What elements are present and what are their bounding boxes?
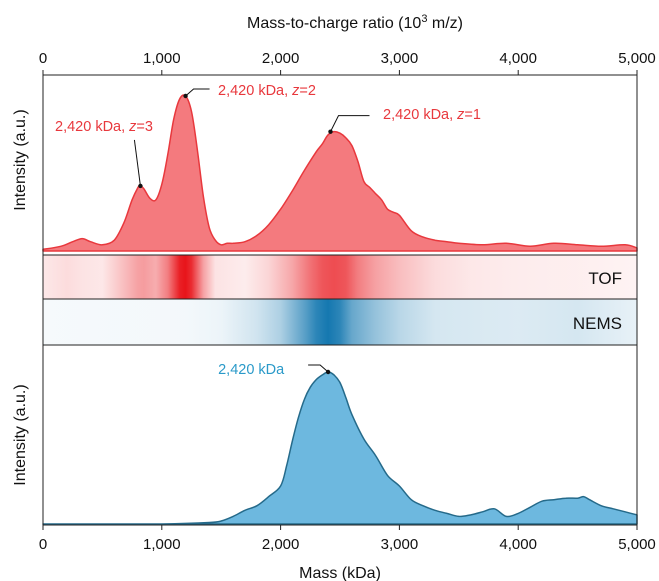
- tof-strip-label: TOF: [588, 269, 622, 288]
- top-axis-tick-label: 3,000: [381, 50, 419, 67]
- annotation-label: 2,420 kDa, z=3: [55, 119, 153, 135]
- bottom-axis-tick-label: 5,000: [618, 536, 656, 553]
- bottom-axis-tick-label: 3,000: [381, 536, 419, 553]
- annotation-leader: [133, 139, 141, 186]
- nems-spectrum-area: [42, 371, 638, 525]
- tof-ylabel: Intensity (a.u.): [12, 109, 29, 210]
- tof-spectrum-panel: [42, 74, 638, 256]
- annotation-leader: [185, 88, 210, 97]
- top-axis-label: Mass-to-charge ratio (103 m/z): [247, 13, 463, 32]
- annotation-leader: [308, 364, 329, 373]
- bottom-axis-label: Mass (kDa): [299, 565, 381, 581]
- top-axis-tick-label: 0: [39, 50, 47, 67]
- nems-heat-strip: [42, 298, 638, 346]
- peak-annotations: 2,420 kDa, z=3 2,420 kDa, z=2 2,420 kDa, z…: [55, 83, 481, 378]
- nems-strip-label: NEMS: [573, 314, 622, 333]
- bottom-axis-tick-label: 0: [39, 536, 47, 553]
- nems-ylabel: Intensity (a.u.): [12, 384, 29, 485]
- heat-strips: TOF NEMS: [42, 254, 638, 346]
- bottom-axis-tick-label: 4,000: [499, 536, 537, 553]
- bottom-axis-tick-label: 1,000: [143, 536, 181, 553]
- bottom-axis-ticks: 0 1,000 2,000 3,000 4,000 5,000: [39, 525, 656, 553]
- top-axis-tick-label: 1,000: [143, 50, 181, 67]
- bottom-axis-tick-label: 2,000: [262, 536, 300, 553]
- top-axis-ticks: 0 1,000 2,000 3,000 4,000 5,000: [39, 50, 656, 75]
- annotation-label: 2,420 kDa, z=2: [218, 83, 316, 99]
- top-axis-tick-label: 4,000: [499, 50, 537, 67]
- nems-panel-frame: [42, 344, 638, 526]
- annotation-leader: [330, 115, 370, 132]
- top-axis-tick-label: 5,000: [618, 50, 656, 67]
- nems-spectrum-panel: [42, 344, 638, 526]
- annotation-label: 2,420 kDa: [218, 362, 285, 378]
- annotation-label: 2,420 kDa, z=1: [383, 107, 481, 123]
- annotation-marker: [328, 129, 333, 134]
- tof-heat-strip: [42, 254, 638, 300]
- top-axis-tick-label: 2,000: [262, 50, 300, 67]
